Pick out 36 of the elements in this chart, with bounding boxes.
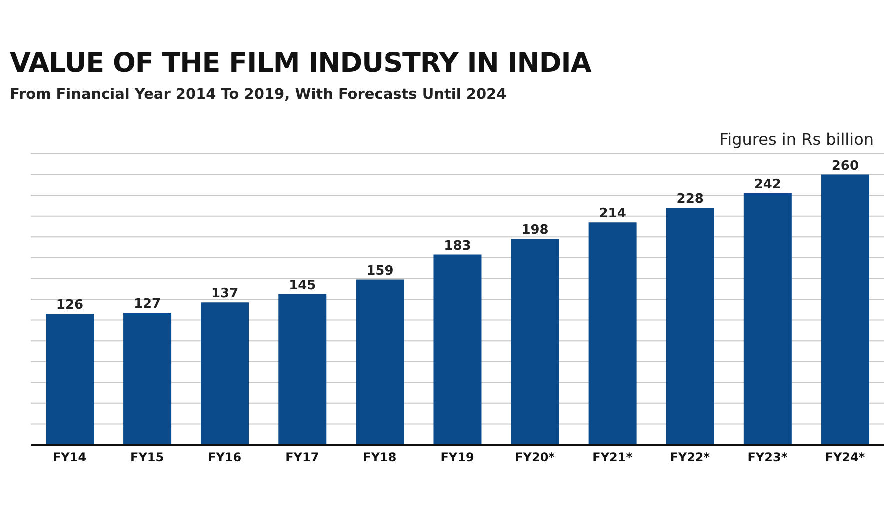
data-label: 137 <box>212 286 239 302</box>
x-tick-label: FY19 <box>440 450 474 465</box>
x-tick-label: FY17 <box>286 450 320 465</box>
data-label: 183 <box>444 238 472 254</box>
bar <box>124 313 172 445</box>
bar <box>46 314 94 445</box>
data-label: 145 <box>289 278 316 294</box>
bar <box>356 280 404 445</box>
data-label: 126 <box>56 298 84 314</box>
bar <box>434 254 482 445</box>
x-tick-label: FY20* <box>515 450 556 465</box>
data-label: 159 <box>366 264 394 279</box>
data-label: 198 <box>522 223 549 238</box>
text: Figures in Rs billion <box>720 130 874 149</box>
x-tick-label: FY23* <box>748 450 788 465</box>
data-label: 228 <box>676 192 704 208</box>
bar <box>511 239 560 445</box>
data-label: 260 <box>832 158 860 174</box>
chart-title: VALUE OF THE FILM INDUSTRY IN INDIA <box>10 48 592 79</box>
x-tick-label: FY16 <box>208 450 242 465</box>
bar <box>821 174 870 445</box>
bar <box>744 193 792 445</box>
x-tick-label: FY24* <box>825 450 866 465</box>
data-label: 214 <box>599 206 626 222</box>
x-tick-label: FY18 <box>363 450 397 465</box>
bar <box>278 294 327 445</box>
chart-subtitle: From Financial Year 2014 To 2019, With Forecasts Until 2024 <box>10 87 507 103</box>
data-label: 242 <box>754 177 782 192</box>
bar <box>666 208 714 445</box>
x-tick-label: FY21* <box>592 450 634 465</box>
bar <box>201 302 250 445</box>
bar <box>588 222 637 445</box>
x-tick-label: FY14 <box>52 450 87 465</box>
x-tick-label: FY15 <box>130 450 164 465</box>
data-label: 127 <box>134 297 162 312</box>
x-tick-label: FY22* <box>670 450 711 465</box>
